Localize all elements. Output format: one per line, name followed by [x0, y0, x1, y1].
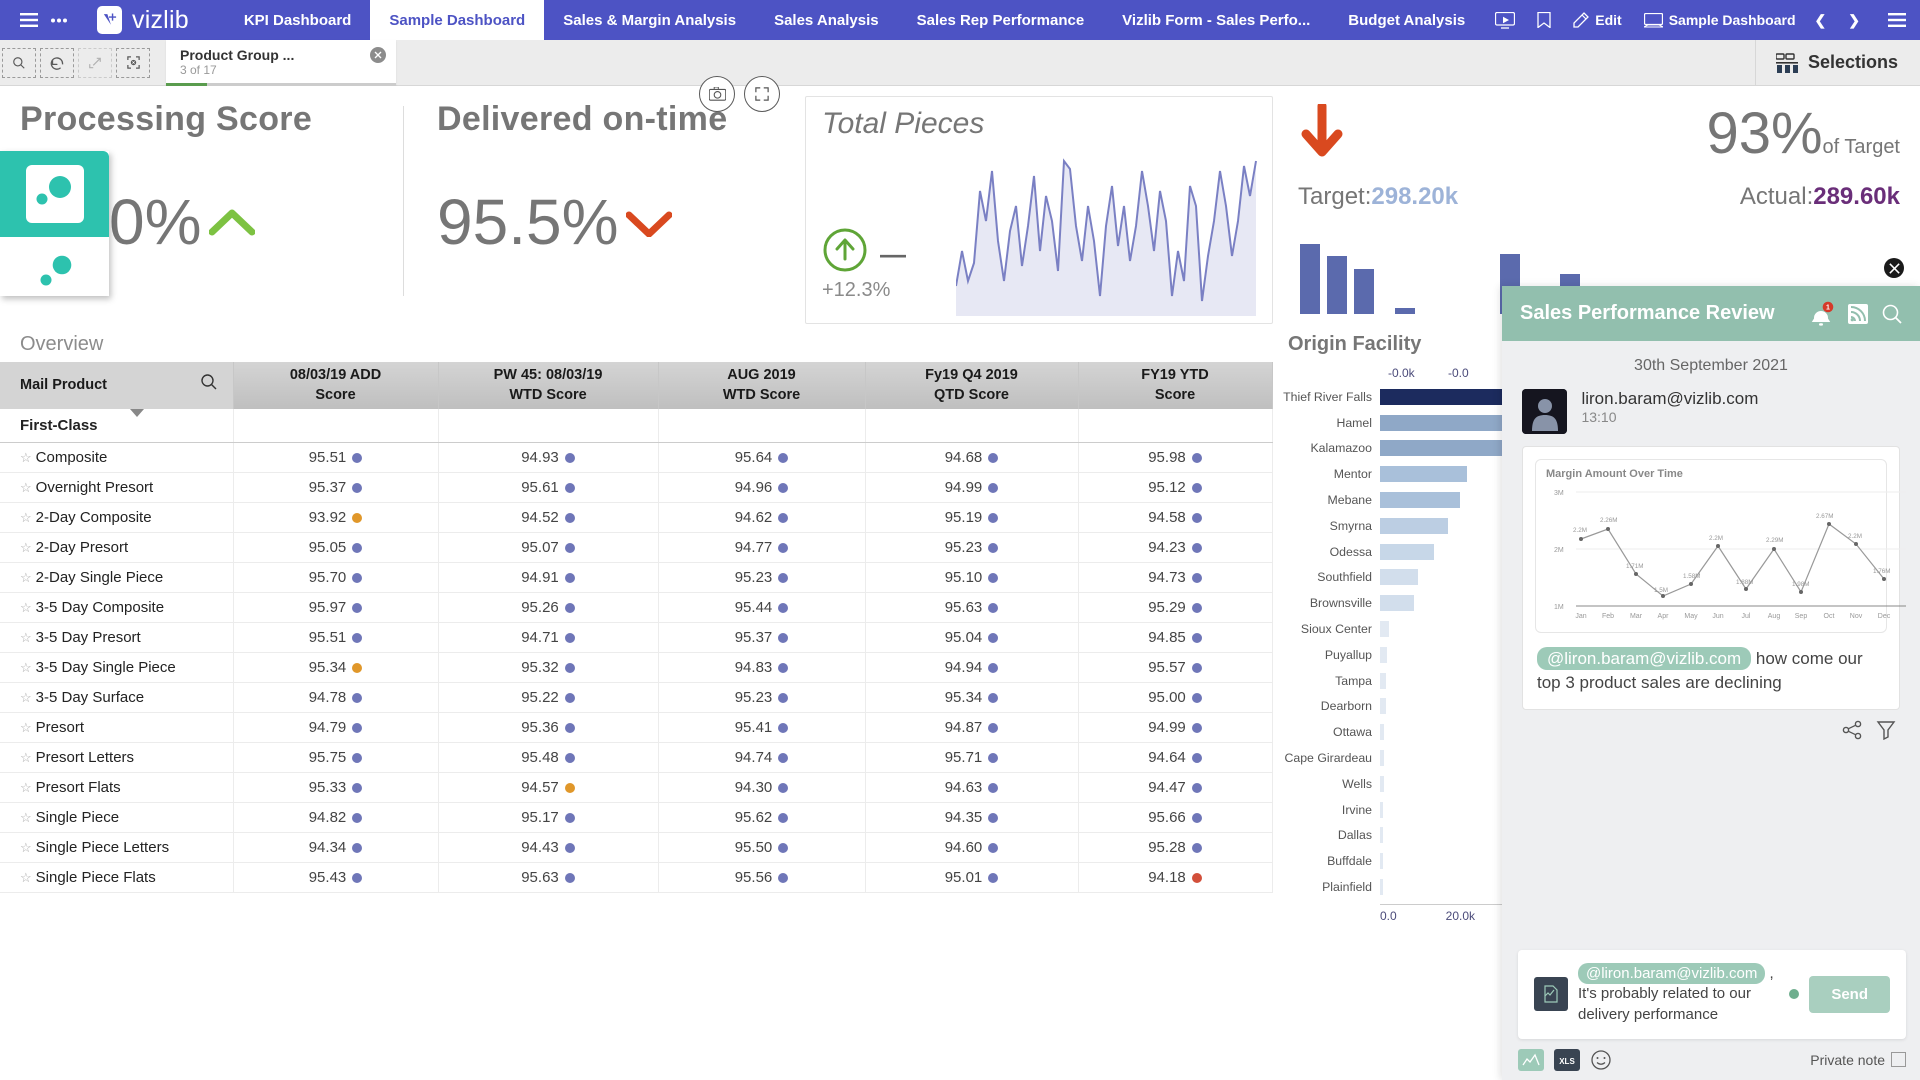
- svg-text:2.67M: 2.67M: [1816, 513, 1834, 520]
- svg-text:1.98M: 1.98M: [1792, 581, 1810, 588]
- svg-text:Oct: Oct: [1824, 613, 1835, 620]
- svg-text:Jul: Jul: [1742, 613, 1751, 620]
- svg-text:Mar: Mar: [1630, 613, 1643, 620]
- svg-text:1.71M: 1.71M: [1626, 563, 1644, 570]
- svg-text:XLS: XLS: [1559, 1057, 1575, 1066]
- svg-text:Jan: Jan: [1575, 613, 1586, 620]
- svg-text:1.5M: 1.5M: [1654, 587, 1668, 594]
- svg-text:1.76M: 1.76M: [1873, 568, 1891, 575]
- svg-text:2.2M: 2.2M: [1848, 533, 1862, 540]
- svg-text:2.29M: 2.29M: [1766, 537, 1784, 544]
- svg-text:1.88M: 1.88M: [1736, 579, 1754, 586]
- svg-text:1M: 1M: [1554, 604, 1564, 611]
- svg-text:Apr: Apr: [1658, 613, 1670, 620]
- svg-text:2.2M: 2.2M: [1709, 535, 1723, 542]
- svg-text:1: 1: [1826, 304, 1830, 311]
- svg-text:Aug: Aug: [1768, 613, 1781, 620]
- svg-text:2M: 2M: [1554, 547, 1564, 554]
- svg-text:Jun: Jun: [1712, 613, 1723, 620]
- svg-text:Feb: Feb: [1602, 613, 1614, 620]
- svg-text:3M: 3M: [1554, 490, 1564, 497]
- svg-text:May: May: [1684, 613, 1698, 620]
- svg-text:2.26M: 2.26M: [1600, 517, 1618, 524]
- svg-text:1.58M: 1.58M: [1683, 573, 1701, 580]
- svg-text:Nov: Nov: [1850, 613, 1863, 620]
- svg-text:Dec: Dec: [1878, 613, 1891, 620]
- svg-text:2.2M: 2.2M: [1573, 527, 1587, 534]
- svg-text:Sep: Sep: [1795, 613, 1808, 620]
